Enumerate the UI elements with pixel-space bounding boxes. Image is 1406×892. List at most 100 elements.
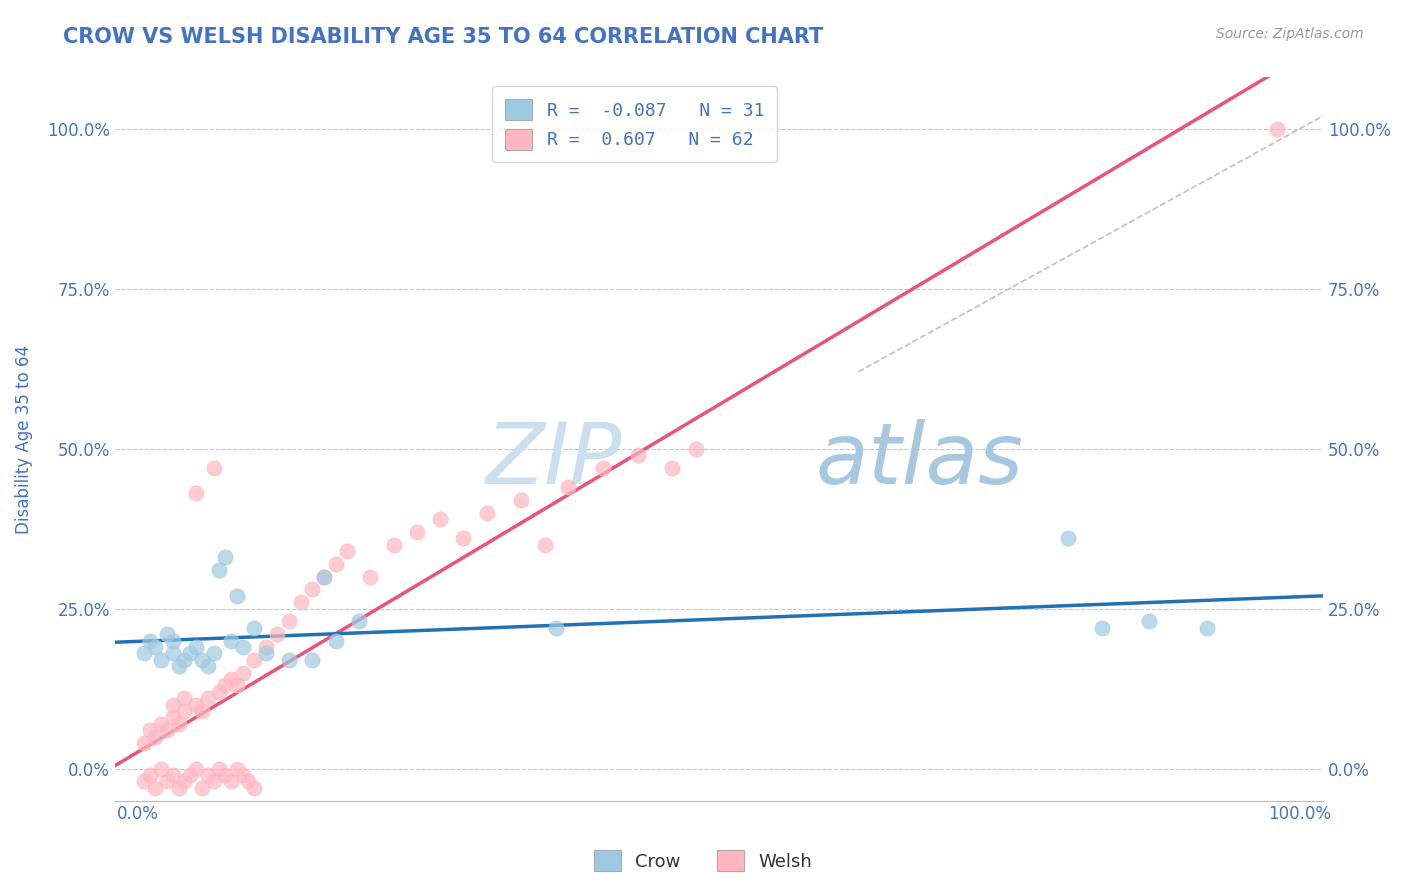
Point bbox=[453, 531, 475, 545]
Point bbox=[150, 762, 173, 776]
Point bbox=[219, 672, 242, 686]
Point bbox=[685, 442, 707, 456]
Text: ZIP: ZIP bbox=[486, 419, 623, 502]
Point bbox=[145, 640, 167, 654]
Point bbox=[325, 633, 347, 648]
Point bbox=[179, 647, 201, 661]
Point bbox=[661, 460, 683, 475]
Point bbox=[184, 486, 207, 500]
Point bbox=[167, 716, 190, 731]
Point bbox=[1056, 531, 1078, 545]
Point bbox=[557, 480, 579, 494]
Point bbox=[156, 774, 179, 789]
Point bbox=[225, 678, 247, 692]
Point bbox=[197, 659, 219, 673]
Point bbox=[150, 653, 173, 667]
Text: Source: ZipAtlas.com: Source: ZipAtlas.com bbox=[1216, 27, 1364, 41]
Point bbox=[238, 774, 260, 789]
Legend: R =  -0.087   N = 31, R =  0.607   N = 62: R = -0.087 N = 31, R = 0.607 N = 62 bbox=[492, 87, 776, 162]
Point bbox=[156, 627, 179, 641]
Point bbox=[173, 704, 195, 718]
Point bbox=[132, 774, 155, 789]
Point bbox=[184, 762, 207, 776]
Point bbox=[145, 780, 167, 795]
Point bbox=[254, 647, 277, 661]
Point bbox=[290, 595, 312, 609]
Point bbox=[162, 768, 184, 782]
Point bbox=[162, 698, 184, 712]
Point bbox=[347, 615, 370, 629]
Point bbox=[179, 768, 201, 782]
Point bbox=[232, 768, 254, 782]
Point bbox=[197, 768, 219, 782]
Point bbox=[219, 633, 242, 648]
Point bbox=[191, 704, 214, 718]
Point bbox=[202, 774, 225, 789]
Point bbox=[382, 538, 405, 552]
Point bbox=[184, 698, 207, 712]
Point bbox=[214, 678, 236, 692]
Point bbox=[167, 659, 190, 673]
Point bbox=[1091, 621, 1114, 635]
Point bbox=[132, 647, 155, 661]
Point bbox=[202, 647, 225, 661]
Point bbox=[626, 448, 648, 462]
Point bbox=[592, 460, 614, 475]
Point bbox=[145, 730, 167, 744]
Point bbox=[510, 492, 533, 507]
Point bbox=[167, 780, 190, 795]
Point bbox=[1195, 621, 1218, 635]
Point bbox=[162, 633, 184, 648]
Point bbox=[208, 563, 231, 577]
Point bbox=[243, 780, 266, 795]
Point bbox=[156, 723, 179, 738]
Point bbox=[429, 512, 451, 526]
Point bbox=[214, 768, 236, 782]
Point bbox=[546, 621, 568, 635]
Point bbox=[336, 544, 359, 558]
Point bbox=[138, 723, 160, 738]
Point bbox=[325, 557, 347, 571]
Point bbox=[301, 582, 323, 597]
Point bbox=[232, 640, 254, 654]
Point bbox=[243, 621, 266, 635]
Point bbox=[475, 506, 498, 520]
Point bbox=[208, 762, 231, 776]
Point bbox=[150, 716, 173, 731]
Point bbox=[162, 710, 184, 724]
Point bbox=[162, 647, 184, 661]
Point bbox=[1137, 615, 1160, 629]
Point bbox=[173, 774, 195, 789]
Legend: Crow, Welsh: Crow, Welsh bbox=[586, 843, 820, 879]
Point bbox=[359, 569, 381, 583]
Point bbox=[1265, 121, 1288, 136]
Y-axis label: Disability Age 35 to 64: Disability Age 35 to 64 bbox=[15, 344, 32, 533]
Point bbox=[138, 768, 160, 782]
Text: CROW VS WELSH DISABILITY AGE 35 TO 64 CORRELATION CHART: CROW VS WELSH DISABILITY AGE 35 TO 64 CO… bbox=[63, 27, 824, 46]
Point bbox=[132, 736, 155, 750]
Point bbox=[225, 589, 247, 603]
Point bbox=[266, 627, 288, 641]
Point bbox=[254, 640, 277, 654]
Point bbox=[214, 550, 236, 565]
Point bbox=[138, 633, 160, 648]
Point bbox=[191, 653, 214, 667]
Point bbox=[243, 653, 266, 667]
Point bbox=[278, 653, 301, 667]
Point bbox=[278, 615, 301, 629]
Point bbox=[533, 538, 555, 552]
Point bbox=[197, 691, 219, 706]
Point bbox=[219, 774, 242, 789]
Point bbox=[405, 524, 427, 539]
Point bbox=[208, 685, 231, 699]
Point bbox=[191, 780, 214, 795]
Point bbox=[301, 653, 323, 667]
Point bbox=[184, 640, 207, 654]
Point bbox=[173, 653, 195, 667]
Point bbox=[202, 460, 225, 475]
Text: atlas: atlas bbox=[815, 419, 1024, 502]
Point bbox=[232, 665, 254, 680]
Point bbox=[173, 691, 195, 706]
Point bbox=[312, 569, 335, 583]
Point bbox=[312, 569, 335, 583]
